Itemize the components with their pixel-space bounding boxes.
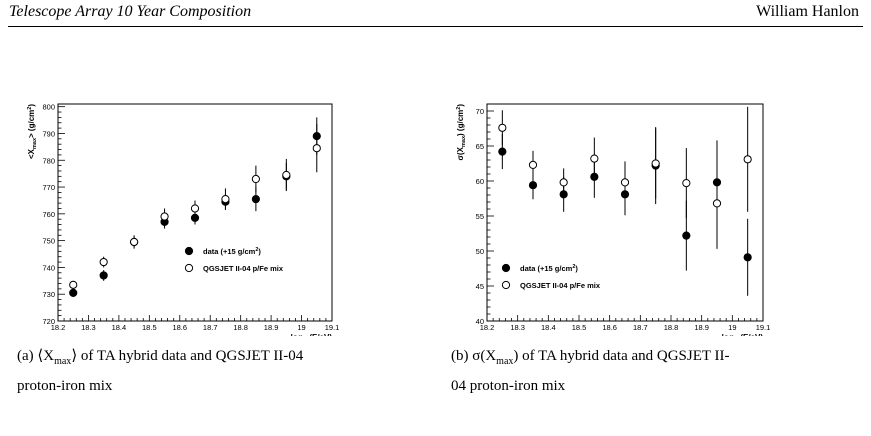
x-tick-label: 18.5 <box>142 323 157 332</box>
header-rule <box>8 26 863 27</box>
legend-marker <box>184 246 194 256</box>
y-tick-label: 730 <box>42 290 55 299</box>
caption-a-symbol: ⟨Xmax⟩ <box>37 348 78 367</box>
x-tick-label: 18.4 <box>541 323 556 332</box>
caption-b-text: of TA hybrid data and QGSJET II- <box>522 348 730 364</box>
legend-label: data (+15 g/cm2) <box>203 247 261 256</box>
model-point <box>712 199 722 208</box>
model-point <box>620 178 630 187</box>
x-tick-label: 18.6 <box>172 323 187 332</box>
x-tick-label: 18.3 <box>81 323 96 332</box>
model-point <box>528 160 538 170</box>
y-tick-label: 70 <box>476 107 484 116</box>
x-tick-label: 18.2 <box>51 323 66 332</box>
caption-a-label: (a) <box>17 348 34 364</box>
data-point <box>743 253 752 262</box>
x-axis-label: log10(E/eV) <box>291 333 333 336</box>
y-tick-label: 740 <box>42 263 55 272</box>
y-axis-label: <Xmax> (g/cm2) <box>27 104 38 159</box>
x-tick-label: 18.9 <box>694 323 709 332</box>
y-tick-label: 800 <box>42 103 55 112</box>
x-tick-label: 18.3 <box>510 323 525 332</box>
y-tick-label: 790 <box>42 129 55 138</box>
legend-label: QGSJET II-04 p/Fe mix <box>203 264 284 273</box>
xmax-chart: 18.2 18.3 18.4 18.5 18.6 18.7 18.8 18.9 19 19.1 72… <box>27 103 340 336</box>
x-tick-label: 19 <box>728 323 736 332</box>
model-point <box>498 123 507 132</box>
x-tick-label: 18.9 <box>264 323 279 332</box>
model-point <box>559 178 568 187</box>
model-point <box>651 159 660 168</box>
x-axis-label: log10(E/eV) <box>722 333 764 336</box>
model-point <box>743 155 752 164</box>
caption-a-text: of TA hybrid data and QGSJET II-04 <box>80 348 304 364</box>
caption-b-line2: 04 proton-iron mix <box>451 378 566 394</box>
x-tick-label: 18.2 <box>480 323 495 332</box>
model-point <box>69 280 78 289</box>
caption-b-symbol: σ(Xmax) <box>472 348 519 367</box>
legend-marker <box>501 280 511 290</box>
sigma-xmax-chart: 18.2 18.3 18.4 18.5 18.6 18.7 18.8 18.9 19 19.1 40… <box>456 103 771 336</box>
data-point <box>528 181 538 190</box>
caption-b-label: (b) <box>451 348 469 364</box>
caption-a: (a) ⟨Xmax⟩ of TA hybrid data and QGSJET … <box>17 344 417 399</box>
y-tick-label: 760 <box>42 210 55 219</box>
model-point <box>590 154 599 163</box>
x-tick-label: 18.5 <box>572 323 587 332</box>
model-point <box>282 170 291 180</box>
legend-label: QGSJET II-04 p/Fe mix <box>520 281 601 290</box>
plot-frame <box>57 103 333 322</box>
y-tick-label: 45 <box>476 282 484 291</box>
data-point <box>682 231 691 240</box>
y-tick-label: 55 <box>476 212 484 221</box>
legend-marker <box>501 263 511 273</box>
x-tick-label: 18.8 <box>233 323 248 332</box>
y-tick-label: 720 <box>42 317 55 326</box>
x-tick-label: 18.8 <box>664 323 679 332</box>
y-tick-label: 50 <box>476 247 484 256</box>
x-tick-label: 19.1 <box>325 323 340 332</box>
y-tick-label: 770 <box>42 183 55 192</box>
model-point <box>312 144 321 153</box>
y-tick-label: 60 <box>476 177 484 186</box>
data-point <box>99 271 108 280</box>
data-point <box>69 288 78 297</box>
model-point <box>190 204 200 213</box>
x-tick-label: 19.1 <box>756 323 771 332</box>
x-tick-label: 18.7 <box>633 323 648 332</box>
plot-frame <box>486 103 764 322</box>
model-point <box>221 195 230 204</box>
model-point <box>130 237 139 247</box>
x-tick-label: 18.4 <box>112 323 127 332</box>
model-point <box>99 257 108 267</box>
running-title: Telescope Array 10 Year Composition <box>9 3 252 20</box>
model-point <box>682 179 691 188</box>
legend-label: data (+15 g/cm2) <box>520 264 578 273</box>
y-tick-label: 780 <box>42 156 55 165</box>
data-point <box>498 147 507 156</box>
model-point <box>251 174 260 184</box>
x-tick-label: 19 <box>297 323 305 332</box>
legend-marker <box>184 263 194 273</box>
data-point <box>251 195 260 204</box>
y-tick-label: 40 <box>476 317 484 326</box>
y-tick-label: 750 <box>42 237 55 246</box>
x-tick-label: 18.7 <box>203 323 218 332</box>
model-point <box>160 212 169 221</box>
y-axis-label: σ(Xmax) (g/cm2) <box>456 104 467 161</box>
caption-b: (b) σ(Xmax) of TA hybrid data and QGSJET… <box>451 344 851 399</box>
x-tick-label: 18.6 <box>602 323 617 332</box>
running-author: William Hanlon <box>756 3 859 20</box>
caption-a-line2: proton-iron mix <box>17 378 113 394</box>
y-tick-label: 65 <box>476 142 484 151</box>
